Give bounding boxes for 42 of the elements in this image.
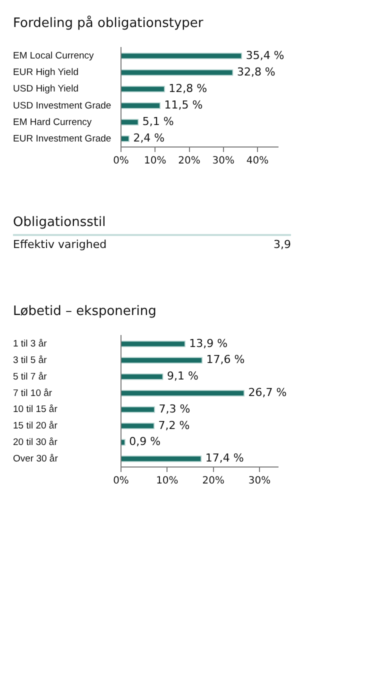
data-label: 7,2 % — [158, 418, 190, 432]
y-tick-label: 10 til 15 år — [13, 404, 58, 416]
x-tick-label: 30% — [248, 476, 271, 487]
data-label: 13,9 % — [189, 336, 228, 350]
data-label: 9,1 % — [167, 370, 198, 383]
y-tick-label: 20 til 30 år — [13, 437, 58, 448]
x-tick-label: 40% — [246, 156, 269, 167]
data-label: 35,4 % — [246, 48, 284, 62]
y-tick-label: USD Investment Grade — [13, 100, 112, 112]
x-tick-label: 30% — [212, 156, 235, 167]
y-tick-label: 5 til 7 år — [13, 371, 47, 382]
data-label: 17,4 % — [205, 452, 244, 465]
y-tick-label: EM Hard Currency — [13, 116, 92, 128]
y-tick-label: USD High Yield — [13, 84, 78, 95]
x-tick-label: 20% — [202, 476, 224, 487]
y-tick-label: 1 til 3 år — [13, 338, 47, 350]
x-tick-label: 10% — [144, 156, 166, 167]
text: Effektiv varighed — [13, 238, 107, 251]
data-label: 12,8 % — [168, 82, 208, 95]
y-tick-label: 3 til 5 år — [13, 354, 47, 366]
y-tick-label: Over 30 år — [13, 453, 58, 464]
data-label: 2,4 % — [133, 132, 165, 145]
data-label: 11,5 % — [164, 98, 203, 112]
data-label: 17,6 % — [206, 353, 245, 366]
x-tick-label: 0% — [113, 476, 129, 487]
x-tick-label: 0% — [113, 156, 129, 167]
chart-title: Løbetid – eksponering — [13, 304, 156, 319]
text: Obligationsstil — [13, 215, 106, 230]
x-tick-label: 20% — [178, 156, 200, 167]
data-label: 32,8 % — [236, 65, 276, 78]
data-label: 26,7 % — [248, 386, 287, 400]
data-label: 5,1 % — [142, 115, 174, 128]
chart-title: Fordeling på obligationstyper — [13, 16, 204, 31]
data-label: 0,9 % — [129, 435, 161, 448]
y-tick-label: EM Local Currency — [13, 50, 94, 62]
text: 3,9 — [274, 238, 291, 251]
y-tick-label: EUR High Yield — [13, 67, 78, 78]
y-tick-label: 7 til 10 år — [13, 388, 52, 399]
x-tick-label: 10% — [156, 476, 178, 487]
data-label: 7,3 % — [158, 402, 190, 416]
y-tick-label: EUR Investment Grade — [13, 133, 112, 144]
y-tick-label: 15 til 20 år — [13, 420, 58, 432]
